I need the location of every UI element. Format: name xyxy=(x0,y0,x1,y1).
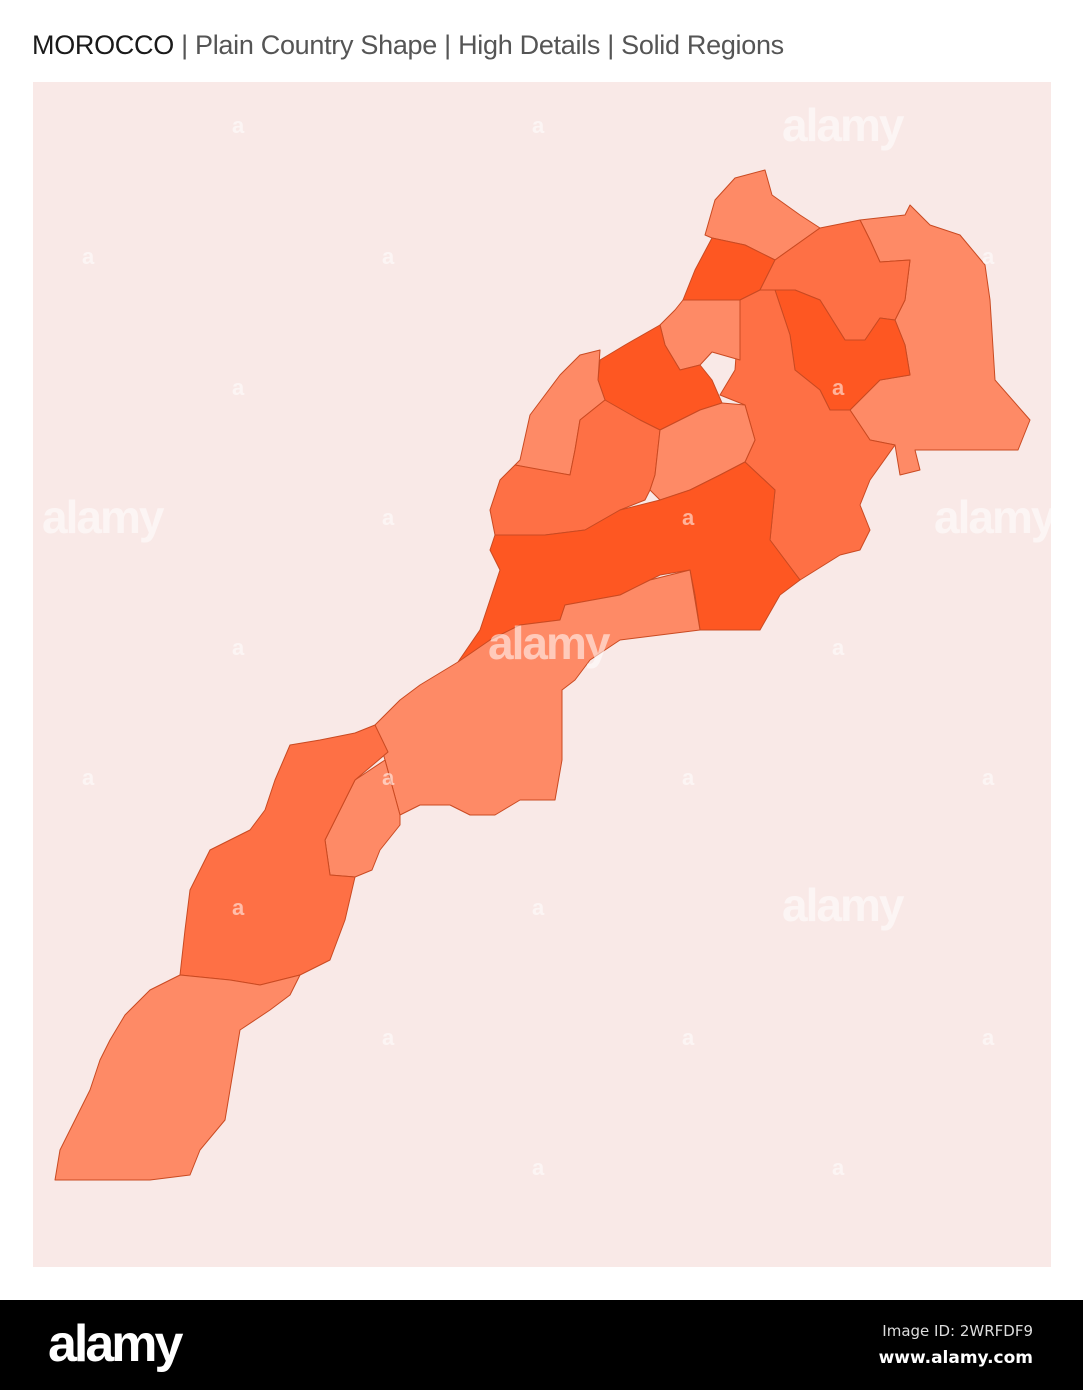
country-name: MOROCCO xyxy=(32,30,174,60)
site-link[interactable]: www.alamy.com xyxy=(878,1348,1033,1368)
page-title: MOROCCO | Plain Country Shape | High Det… xyxy=(32,30,784,61)
footer-bar: alamy Image ID: 2WRFDF9 www.alamy.com xyxy=(0,1300,1083,1390)
image-id: Image ID: 2WRFDF9 xyxy=(882,1322,1033,1340)
region-15 xyxy=(179,724,389,986)
region-16 xyxy=(54,974,301,1181)
morocco-map xyxy=(33,82,1051,1267)
region-6 xyxy=(719,289,896,581)
map-frame xyxy=(33,82,1051,1267)
title-subtitle: | Plain Country Shape | High Details | S… xyxy=(173,30,784,60)
alamy-logo: alamy xyxy=(48,1315,183,1373)
